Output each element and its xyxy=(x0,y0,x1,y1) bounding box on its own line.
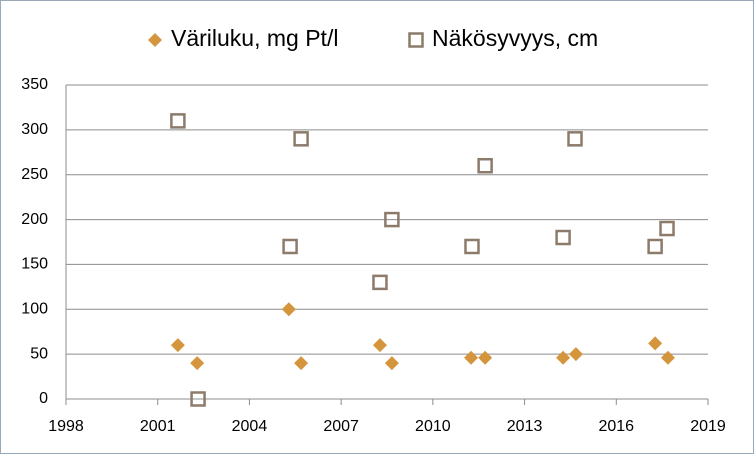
y-tick-label: 50 xyxy=(30,345,48,362)
point xyxy=(648,336,663,351)
y-tick-label: 350 xyxy=(21,76,48,93)
point xyxy=(660,350,675,365)
point xyxy=(282,238,298,255)
point xyxy=(555,229,571,246)
point xyxy=(477,157,493,174)
point xyxy=(293,131,309,147)
x-tick-label: 2001 xyxy=(140,418,176,435)
x-tick-label: 2019 xyxy=(690,418,726,435)
x-tick-label: 2007 xyxy=(323,418,359,435)
point xyxy=(294,356,309,371)
point xyxy=(384,356,399,371)
point xyxy=(568,347,583,362)
y-tick-label: 200 xyxy=(21,211,48,228)
x-tick-label: 2013 xyxy=(507,418,543,435)
point xyxy=(372,274,388,291)
point xyxy=(659,220,675,237)
legend-marker xyxy=(408,32,424,48)
x-tick-label: 2016 xyxy=(598,418,634,435)
point xyxy=(384,211,400,228)
point xyxy=(478,350,493,365)
point xyxy=(281,302,296,317)
y-tick-label: 150 xyxy=(21,256,48,273)
point xyxy=(464,350,479,365)
point xyxy=(170,113,186,129)
point xyxy=(464,238,480,255)
legend-label: Näkösyvyys, cm xyxy=(432,25,598,51)
point xyxy=(647,238,663,255)
point xyxy=(372,338,387,353)
y-tick-label: 250 xyxy=(21,166,48,183)
point xyxy=(567,131,583,147)
x-tick-label: 2004 xyxy=(232,418,268,435)
y-tick-label: 100 xyxy=(21,301,48,318)
legend-marker xyxy=(148,33,162,47)
x-tick-label: 2010 xyxy=(415,418,451,435)
y-tick-label: 300 xyxy=(21,121,48,138)
x-tick-label: 1998 xyxy=(48,418,84,435)
point xyxy=(170,338,185,353)
y-tick-label: 0 xyxy=(39,390,48,407)
point xyxy=(190,356,205,371)
legend-label: Väriluku, mg Pt/l xyxy=(171,25,338,51)
point xyxy=(556,350,571,365)
legend: Väriluku, mg Pt/l Näkösyvyys, cm xyxy=(148,25,598,51)
point xyxy=(190,391,206,407)
